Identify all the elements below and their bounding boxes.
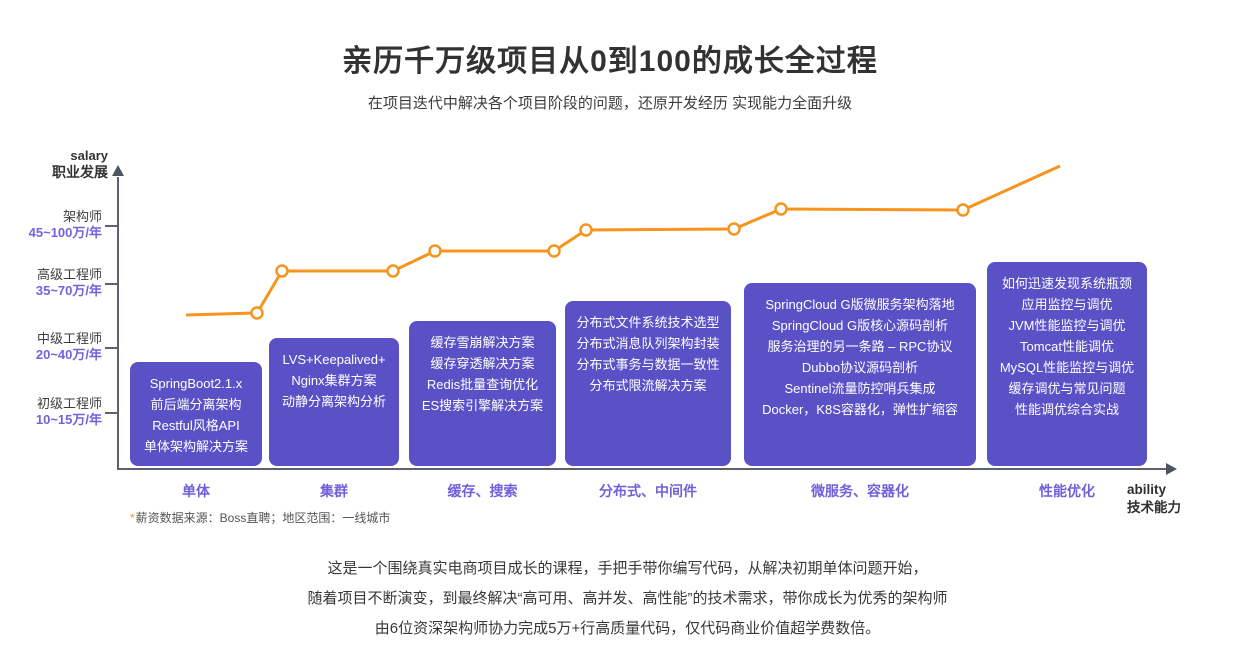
stage-topic: SpringCloud G版核心源码剖析 [771,318,949,333]
y-axis-line [117,177,119,469]
description-line-3: 由6位资深架构师协力完成5万+行高质量代码，仅代码商业价值超学费数倍。 [374,620,881,637]
y-level-role: 初级工程师 [36,396,102,411]
stage-topic: 缓存雪崩解决方案 [430,335,535,350]
x-axis-arrow-right-icon [1166,463,1177,475]
y-level-2: 高级工程师 35~70万/年 [0,267,102,299]
stage-box-4: 分布式文件系统技术选型 分布式消息队列架构封装 分布式事务与数据一致性 分布式限流解决… [565,301,731,466]
stage-box-1: SpringBoot2.1.x 前后端分离架构 Restful风格API 单体架构解决… [130,362,262,466]
stage-topic: Redis批量查询优化 [426,377,539,392]
y-level-3: 中级工程师 20~40万/年 [0,331,102,363]
stage-topic: 缓存穿透解决方案 [430,356,535,371]
stage-topic: 分布式限流解决方案 [589,378,707,393]
y-axis-tick [105,347,117,349]
y-level-role: 中级工程师 [36,331,102,346]
stage-topic: LVS+Keepalived+ [282,352,386,367]
stage-topic: ES搜索引擎解决方案 [421,398,544,413]
stage-topic: Dubbo协议源码剖析 [801,360,919,375]
y-axis-tick [105,283,117,285]
stage-topic: 性能调优综合实战 [1014,402,1119,417]
x-axis-line [117,468,1168,470]
stage-topic: MySQL性能监控与调优 [999,360,1135,375]
footnote-text: 薪资数据来源：Boss直聘；地区范围：一线城市 [135,511,391,525]
data-point-marker [547,244,561,258]
data-point-marker [956,203,970,217]
stage-topic: 分布式事务与数据一致性 [576,357,720,372]
stage-label-1: 单体 [182,483,210,499]
y-level-role: 架构师 [62,209,102,224]
data-point-marker [774,202,788,216]
y-level-salary: 35~70万/年 [35,283,102,298]
stage-topic: Docker，K8S容器化，弹性扩缩容 [762,402,958,417]
y-level-role: 高级工程师 [36,267,102,282]
y-axis-label-career: 职业发展 [52,164,108,180]
stage-topic: JVM性能监控与调优 [1008,318,1126,333]
data-point-marker [250,306,264,320]
stage-topic: Tomcat性能调优 [1020,339,1114,354]
stage-topic: 应用监控与调优 [1021,297,1113,312]
course-description: 这是一个围绕真实电商项目成长的课程，手把手带你编写代码，从解决初期单体问题开始，… [0,554,1246,644]
stage-topic: 服务治理的另一条路 – RPC协议 [767,339,953,354]
y-level-salary: 45~100万/年 [28,225,102,240]
stage-box-3: 缓存雪崩解决方案 缓存穿透解决方案 Redis批量查询优化 ES搜索引擎解决方案 [409,321,556,466]
stage-box-5: SpringCloud G版微服务架构落地 SpringCloud G版核心源码剖… [744,283,976,466]
y-level-4: 初级工程师 10~15万/年 [0,396,102,428]
data-point-marker [428,244,442,258]
page-subtitle: 在项目迭代中解决各个项目阶段的问题，还原开发经历 实现能力全面升级 [367,95,853,112]
data-point-marker [579,223,593,237]
stage-box-6: 如何迅速发现系统瓶颈 应用监控与调优 JVM性能监控与调优 Tomcat性能调优 MyS… [987,262,1147,466]
y-level-1: 架构师 45~100万/年 [0,209,102,241]
y-level-salary: 20~40万/年 [35,347,102,362]
y-level-salary: 10~15万/年 [35,412,102,427]
description-line-2: 随着项目不断演变，到最终解决“高可用、高并发、高性能”的技术需求，带你成长为优秀… [307,590,948,607]
x-axis-title: ability 技术能力 [1127,481,1181,517]
data-point-marker [727,222,741,236]
y-axis-label-salary: salary [70,148,108,163]
stage-box-2: LVS+Keepalived+ Nginx集群方案 动静分离架构分析 [269,338,399,466]
stage-topic: 分布式文件系统技术选型 [576,315,720,330]
x-axis-label-skill: 技术能力 [1127,500,1181,515]
stage-label-6: 性能优化 [1039,483,1095,499]
stage-label-3: 缓存、搜索 [447,483,518,499]
stage-topic: SpringCloud G版微服务架构落地 [765,297,955,312]
stage-label-5: 微服务、容器化 [811,483,909,499]
footnote-asterisk: * [130,511,135,525]
stage-topic: 单体架构解决方案 [143,439,248,454]
stage-topic: SpringBoot2.1.x [149,376,243,391]
stage-label-2: 集群 [320,483,348,499]
footnote: *薪资数据来源：Boss直聘；地区范围：一线城市 [130,509,390,526]
y-axis-tick [105,412,117,414]
stage-topic: Restful风格API [152,418,240,433]
y-axis-title: salary 职业发展 [0,147,108,181]
stage-topic: Sentinel流量防控哨兵集成 [784,381,936,396]
stage-topic: Nginx集群方案 [291,373,377,388]
y-axis-tick [105,225,117,227]
stage-topic: 动静分离架构分析 [281,394,386,409]
stage-topic: 分布式消息队列架构封装 [576,336,720,351]
x-axis-label-ability: ability [1127,482,1167,497]
page-title: 亲历千万级项目从0到100的成长全过程 [342,45,878,78]
y-axis-arrow-up-icon [112,165,124,176]
stage-topic: 如何迅速发现系统瓶颈 [1001,276,1132,291]
stage-topic: 缓存调优与常见问题 [1008,381,1126,396]
data-point-marker [386,264,400,278]
stage-topic: 前后端分离架构 [150,397,242,412]
description-line-1: 这是一个围绕真实电商项目成长的课程，手把手带你编写代码，从解决初期单体问题开始， [327,560,928,577]
data-point-marker [275,264,289,278]
stage-label-4: 分布式、中间件 [599,483,697,499]
